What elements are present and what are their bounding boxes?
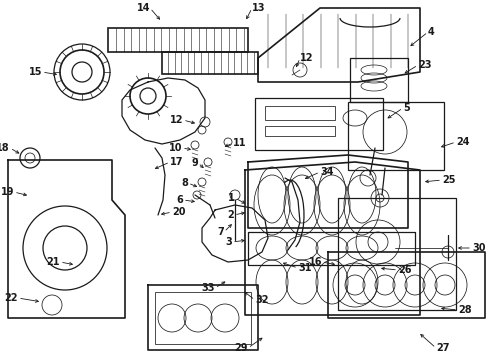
Text: 25: 25 [442,175,456,185]
Text: 19: 19 [0,187,14,197]
Text: 10: 10 [169,143,182,153]
Text: 27: 27 [436,343,449,353]
Bar [162,52,258,74]
Text: 16: 16 [309,257,322,267]
Text: 6: 6 [176,195,183,205]
Text: 3: 3 [225,237,232,247]
Text: 34: 34 [320,167,334,177]
Bar [155,292,251,344]
Text: 33: 33 [201,283,215,293]
Bar [348,102,444,170]
Text: 2: 2 [227,210,234,220]
Text: 23: 23 [418,60,432,70]
Text: 9: 9 [191,158,198,168]
Text: 14: 14 [137,3,150,13]
Text: 29: 29 [235,343,248,353]
Text: 18: 18 [0,143,10,153]
Text: 4: 4 [428,27,435,37]
Text: 32: 32 [255,295,269,305]
Text: 12: 12 [300,53,314,63]
Text: 31: 31 [298,263,312,273]
Text: 20: 20 [172,207,186,217]
Text: 28: 28 [458,305,472,315]
Text: 17: 17 [170,157,183,167]
Text: 15: 15 [28,67,42,77]
Text: 12: 12 [170,115,183,125]
Text: 13: 13 [252,3,266,13]
Bar [265,126,335,136]
Text: 1: 1 [228,193,235,203]
Bar [338,198,456,310]
Bar [108,28,248,52]
Text: 5: 5 [403,103,410,113]
Text: 8: 8 [181,178,188,188]
Bar [265,106,335,120]
Text: 22: 22 [4,293,18,303]
Text: 7: 7 [217,227,224,237]
Text: 24: 24 [456,137,469,147]
Text: 11: 11 [233,138,246,148]
Text: 21: 21 [47,257,60,267]
Bar [255,98,383,150]
Text: 26: 26 [398,265,412,275]
Text: 30: 30 [472,243,486,253]
Bar [350,58,408,102]
